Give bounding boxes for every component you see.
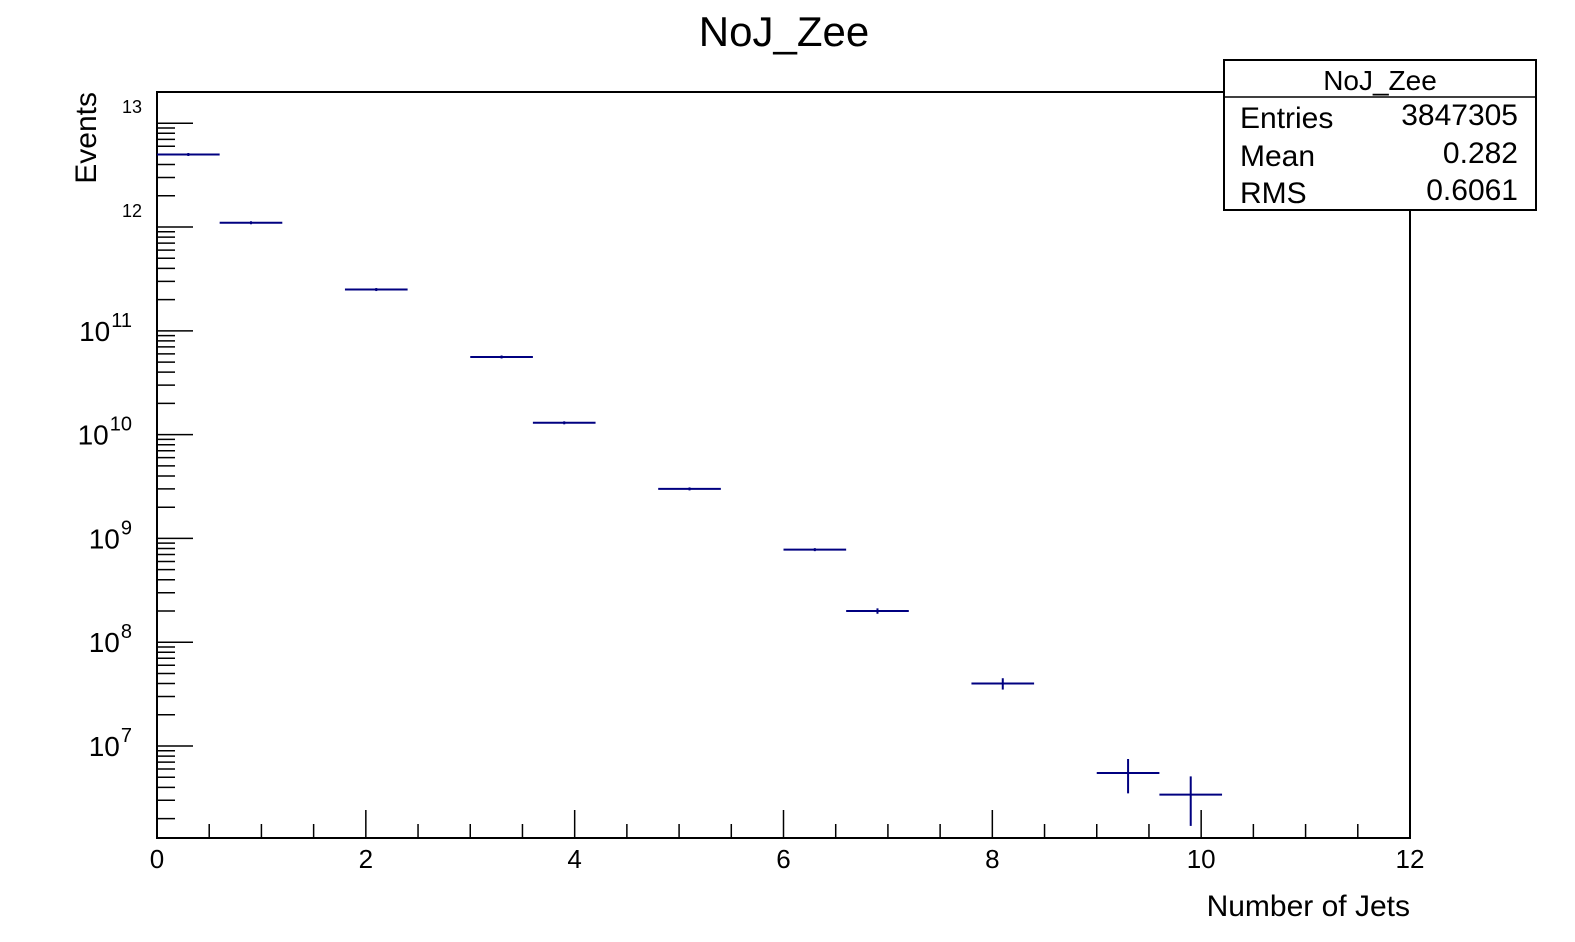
y-tick-label: 108 — [89, 621, 132, 658]
y-tick-label: 109 — [89, 517, 132, 554]
y-tick-label: 1011 — [79, 310, 132, 347]
stats-box: NoJ_Zee Entries 3847305 Mean 0.282 RMS 0… — [1223, 59, 1537, 211]
data-point — [658, 487, 721, 491]
x-axis-label: Number of Jets — [1207, 890, 1410, 923]
data-point — [971, 678, 1035, 690]
data-point — [1159, 776, 1223, 826]
x-tick-label: 10 — [1187, 844, 1216, 874]
stats-mean-label: Mean — [1240, 140, 1315, 173]
x-tick-label: 6 — [776, 844, 790, 874]
plot-frame — [156, 91, 1411, 839]
stats-box-frame — [1223, 59, 1537, 211]
data-point — [783, 548, 847, 552]
x-tick-label: 2 — [359, 844, 373, 874]
data-point — [219, 221, 283, 225]
chart-title: NoJ_Zee — [699, 8, 869, 55]
x-tick-label: 12 — [1396, 844, 1425, 874]
x-tick-label: 0 — [150, 844, 164, 874]
data-point — [1096, 758, 1160, 794]
stats-box-title: NoJ_Zee — [1323, 65, 1437, 96]
data-point — [344, 288, 408, 292]
x-tick-label: 4 — [567, 844, 581, 874]
stats-entries-value: 3847305 — [1401, 99, 1518, 132]
x-tick-label: 8 — [985, 844, 999, 874]
data-point — [846, 608, 909, 614]
y-tick-label: 107 — [89, 725, 132, 762]
data-point — [157, 152, 220, 156]
axes: 0 2 4 6 8 10 12 107 108 109 1010 1011 12 13 — [78, 91, 1425, 874]
y-tick-label: 1010 — [78, 414, 132, 451]
stats-mean-value: 0.282 — [1443, 137, 1518, 170]
stats-rms-label: RMS — [1240, 177, 1307, 210]
y-tick-label: 13 — [122, 97, 142, 117]
stats-rms-value: 0.6061 — [1426, 174, 1518, 207]
data-point — [470, 355, 533, 359]
stats-entries-label: Entries — [1240, 102, 1333, 135]
data-marks — [157, 152, 1223, 826]
y-axis-label: Events — [70, 92, 103, 184]
data-point — [532, 421, 596, 425]
y-tick-label: 12 — [122, 201, 142, 221]
